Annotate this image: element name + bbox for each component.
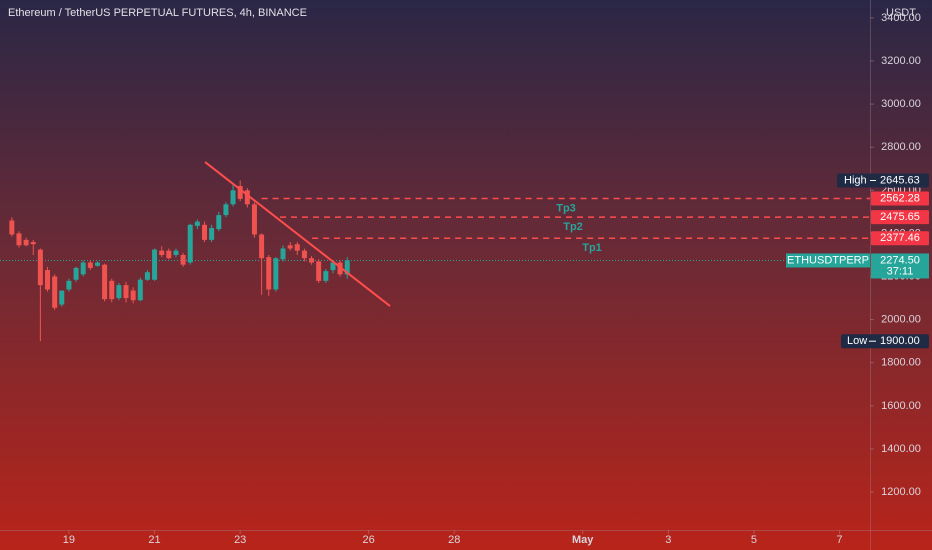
- candle-body: [173, 250, 179, 255]
- axes: 3400.003200.003000.002800.002600.002400.…: [63, 12, 929, 546]
- last-symbol: ETHUSDTPERP: [787, 254, 869, 266]
- high-value: 2645.63: [880, 174, 920, 186]
- x-tick-label: 21: [148, 534, 160, 546]
- candle-body: [216, 215, 222, 230]
- low-box: [841, 334, 929, 349]
- x-tick-label: 28: [448, 534, 460, 546]
- candle-body: [52, 276, 58, 308]
- chart-title: Ethereum / TetherUS PERPETUAL FUTURES, 4…: [8, 7, 307, 19]
- level-price-box: [871, 191, 929, 206]
- candle-body: [202, 224, 208, 240]
- candle-body: [330, 262, 336, 271]
- candle-body: [301, 250, 307, 259]
- candle-body: [337, 262, 343, 275]
- candle-body: [30, 242, 36, 245]
- x-tick-label: 19: [63, 534, 75, 546]
- candle-body: [137, 279, 143, 301]
- last-symbol-box: [786, 253, 870, 268]
- level-price-box: [871, 231, 929, 246]
- candle-body: [45, 270, 51, 290]
- x-tick-label: 7: [837, 534, 843, 546]
- candle-body: [237, 186, 243, 199]
- candle-body: [230, 190, 236, 205]
- trendline: [204, 161, 391, 307]
- y-tick-label: 2000.00: [881, 314, 921, 326]
- last-price-label: 2274.50: [880, 254, 920, 266]
- high-box: [837, 173, 929, 188]
- y-tick-label: 1800.00: [881, 357, 921, 369]
- candle-body: [287, 245, 293, 249]
- y-tick-label: 2800.00: [881, 141, 921, 153]
- candle-body: [280, 248, 286, 260]
- candle-body: [16, 233, 22, 246]
- candle-body: [344, 260, 350, 275]
- candle-body: [59, 290, 65, 305]
- candle-body: [87, 262, 93, 268]
- candle-body: [251, 204, 257, 235]
- level-price-box: [871, 210, 929, 225]
- level-price-label: 2377.46: [880, 232, 920, 244]
- candle-body: [73, 267, 79, 280]
- y-tick-label: 1400.00: [881, 443, 921, 455]
- y-tick-label: 3000.00: [881, 98, 921, 110]
- plot: Tp3 Tp2 Tp1: [0, 161, 870, 342]
- candle-body: [9, 220, 15, 235]
- y-tick-label: 3200.00: [881, 55, 921, 67]
- candle-body: [309, 258, 315, 263]
- candle-body: [180, 254, 186, 265]
- candle-body: [273, 258, 279, 290]
- candle-body: [94, 262, 100, 266]
- candle-body: [209, 228, 215, 240]
- x-tick-label: 5: [751, 534, 757, 546]
- last-price-box: [871, 253, 929, 279]
- candle-body: [109, 280, 115, 300]
- candle-body: [323, 271, 329, 281]
- target-label: Tp1: [582, 242, 602, 254]
- candle-body: [223, 204, 229, 216]
- candle-body: [23, 239, 29, 246]
- target-label: Tp3: [556, 202, 576, 214]
- candle-body: [194, 221, 200, 226]
- candle-body: [166, 250, 172, 259]
- candle-body: [294, 244, 300, 251]
- candle-body: [316, 261, 322, 281]
- candle-body: [159, 250, 165, 255]
- candle-body: [259, 234, 265, 259]
- y-tick-label: 1200.00: [881, 486, 921, 498]
- candle-body: [37, 249, 43, 286]
- candle-body: [152, 249, 158, 280]
- candle-body: [144, 272, 150, 280]
- y-tick-label: 3400.00: [881, 12, 921, 24]
- x-tick-label: May: [572, 534, 594, 546]
- x-tick-label: 26: [363, 534, 375, 546]
- currency: USDT: [886, 7, 916, 19]
- candle-body: [130, 290, 136, 301]
- candle-body: [187, 224, 193, 263]
- candle-body: [116, 285, 122, 299]
- candle-body: [80, 262, 86, 275]
- candle-body: [102, 264, 108, 300]
- y-tick-label: 1600.00: [881, 400, 921, 412]
- x-tick-label: 23: [234, 534, 246, 546]
- level-price-label: 2562.28: [880, 192, 920, 204]
- x-tick-label: 3: [665, 534, 671, 546]
- countdown: 37:11: [887, 265, 914, 277]
- low-text: Low: [847, 335, 867, 347]
- candle-body: [66, 280, 72, 290]
- low-value: 1900.00: [880, 335, 920, 347]
- target-label: Tp2: [563, 221, 583, 233]
- candle-body: [123, 285, 129, 299]
- high-text: High: [844, 174, 867, 186]
- candle-body: [266, 257, 272, 290]
- level-price-label: 2475.65: [880, 211, 920, 223]
- candle-body: [244, 190, 250, 205]
